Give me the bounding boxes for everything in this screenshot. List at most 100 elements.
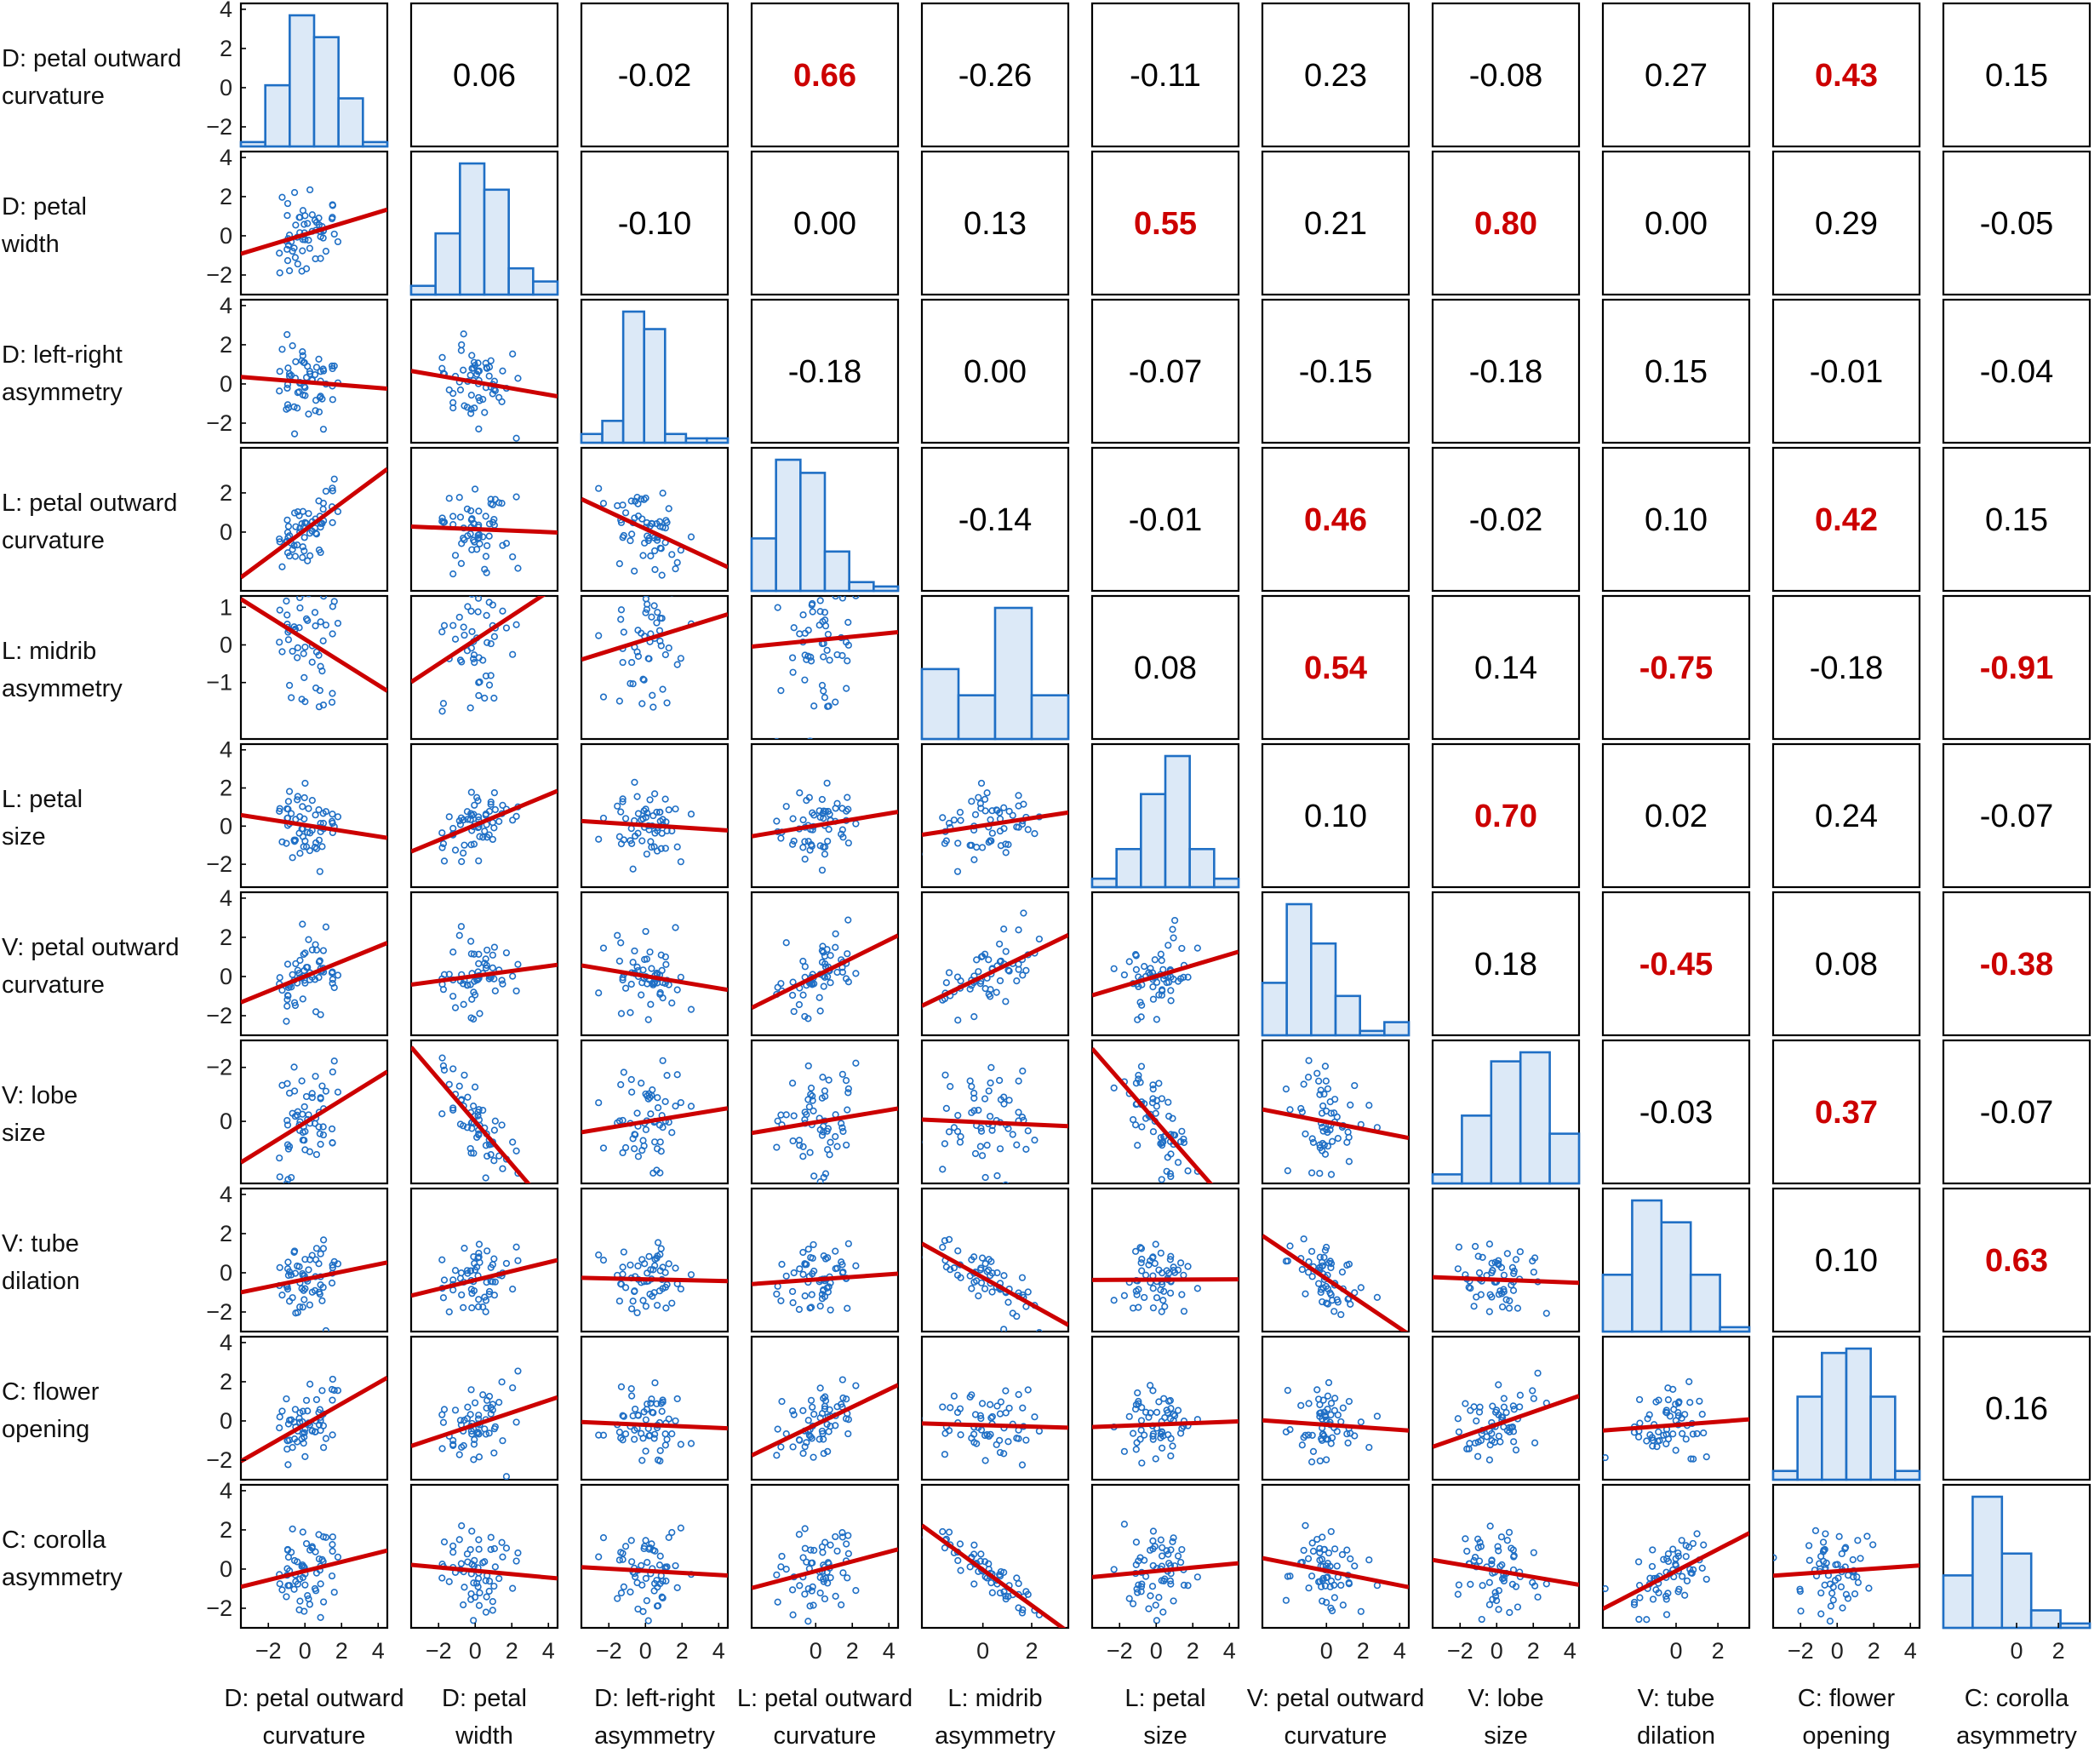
histogram-bar xyxy=(848,581,875,593)
matrix-cell: 0.13 xyxy=(920,150,1070,296)
scatter-point xyxy=(471,1266,479,1274)
cell-frame xyxy=(920,1483,1070,1630)
scatter-point xyxy=(334,813,342,821)
y-tick-label: 2 xyxy=(220,1369,232,1395)
scatter-point xyxy=(288,694,295,702)
scatter-point xyxy=(825,826,833,834)
scatter-point xyxy=(615,1428,623,1436)
scatter-point xyxy=(308,1427,316,1435)
scatter-point xyxy=(300,843,307,851)
scatter-point xyxy=(820,1435,827,1443)
scatter-point xyxy=(499,980,506,988)
scatter-point xyxy=(1167,1435,1175,1442)
scatter-point xyxy=(844,1416,852,1424)
scatter-point xyxy=(996,1573,1004,1580)
column-label: D: left-right xyxy=(594,1685,715,1712)
scatter-point xyxy=(299,1269,306,1278)
matrix-cell: 0.00 xyxy=(920,298,1070,444)
y-tick-label: 0 xyxy=(220,223,232,249)
y-tick-label: −2 xyxy=(206,1055,232,1080)
scatter-point xyxy=(782,1566,790,1573)
scatter-point xyxy=(1022,1436,1030,1444)
column-label: asymmetry xyxy=(1956,1722,2077,1750)
correlation-value: 0.08 xyxy=(1134,650,1197,686)
regression-line xyxy=(581,818,728,833)
scatter-point xyxy=(1822,1530,1829,1538)
scatter-point xyxy=(285,1143,294,1150)
scatter-point xyxy=(1345,1133,1353,1142)
scatter-point xyxy=(640,496,648,503)
scatter-point xyxy=(294,1262,301,1270)
x-tick-label: 0 xyxy=(810,1638,822,1664)
row-label: size xyxy=(2,1120,46,1147)
scatter-point xyxy=(821,1087,829,1095)
scatter-point xyxy=(631,1145,638,1153)
scatter-point xyxy=(627,1075,635,1084)
scatter-point xyxy=(643,851,650,858)
scatter-point xyxy=(301,979,309,987)
histogram-bar xyxy=(1869,1395,1897,1481)
correlation-value: 0.29 xyxy=(1815,206,1878,242)
scatter-point xyxy=(467,1149,475,1157)
histogram-bar xyxy=(483,188,510,296)
scatter-point xyxy=(487,1410,495,1418)
cell-frame xyxy=(1771,298,1921,444)
scatter-point xyxy=(470,1015,478,1023)
scatter-point xyxy=(482,955,489,963)
scatter-point xyxy=(284,992,292,1000)
regression-line xyxy=(1603,1531,1749,1611)
scatter-point xyxy=(617,840,626,848)
scatter-point xyxy=(1005,807,1013,816)
scatter-point xyxy=(1483,1433,1491,1441)
scatter-point xyxy=(1649,1595,1657,1603)
scatter-point xyxy=(329,1396,336,1404)
scatter-point xyxy=(329,690,336,697)
scatter-point xyxy=(1489,1402,1496,1410)
cell-frame xyxy=(409,298,559,444)
scatter-point xyxy=(1330,1406,1338,1414)
x-tick-label: 4 xyxy=(1564,1638,1576,1664)
scatter-point xyxy=(1176,1558,1185,1567)
scatter-point xyxy=(628,530,636,538)
scatter-point xyxy=(329,1540,336,1549)
scatter-point xyxy=(1157,1536,1164,1544)
scatter-point xyxy=(1365,1102,1373,1109)
scatter-point xyxy=(463,1267,472,1275)
scatter-point xyxy=(638,629,645,637)
scatter-point xyxy=(790,837,798,845)
scatter-point xyxy=(1131,1405,1140,1413)
scatter-point xyxy=(1178,1545,1186,1554)
matrix-cell: -0.10 xyxy=(580,150,730,296)
scatter-point xyxy=(468,596,475,599)
scatter-point xyxy=(440,1276,449,1284)
scatter-point xyxy=(777,1443,785,1451)
scatter-point xyxy=(1161,1414,1169,1422)
scatter-point xyxy=(662,1304,670,1312)
matrix-cell: -0.01 xyxy=(1771,298,1921,444)
scatter-point xyxy=(807,840,815,849)
scatter-point xyxy=(445,1308,453,1315)
scatter-point xyxy=(1318,1258,1326,1266)
scatter-point xyxy=(659,1594,667,1602)
row-label: V: tube xyxy=(2,1230,79,1257)
scatter-point xyxy=(1454,1590,1462,1598)
scatter-point xyxy=(319,426,328,433)
correlation-value: -0.03 xyxy=(1639,1095,1714,1131)
correlation-value: -0.15 xyxy=(1299,354,1373,390)
matrix-cell: 0.00 xyxy=(1601,150,1751,296)
scatter-point xyxy=(619,1263,627,1271)
scatter-point xyxy=(451,635,460,643)
scatter-point xyxy=(483,569,490,576)
cell-frame xyxy=(239,1335,389,1481)
scatter-point xyxy=(490,1544,498,1553)
regression-line xyxy=(241,597,387,693)
scatter-point xyxy=(1131,1121,1140,1129)
scatter-point xyxy=(330,1257,338,1265)
scatter-point xyxy=(628,1088,636,1096)
scatter-point xyxy=(1339,1404,1347,1412)
scatter-point xyxy=(823,646,831,654)
correlation-value: -0.01 xyxy=(1810,354,1884,390)
regression-line xyxy=(241,467,387,580)
